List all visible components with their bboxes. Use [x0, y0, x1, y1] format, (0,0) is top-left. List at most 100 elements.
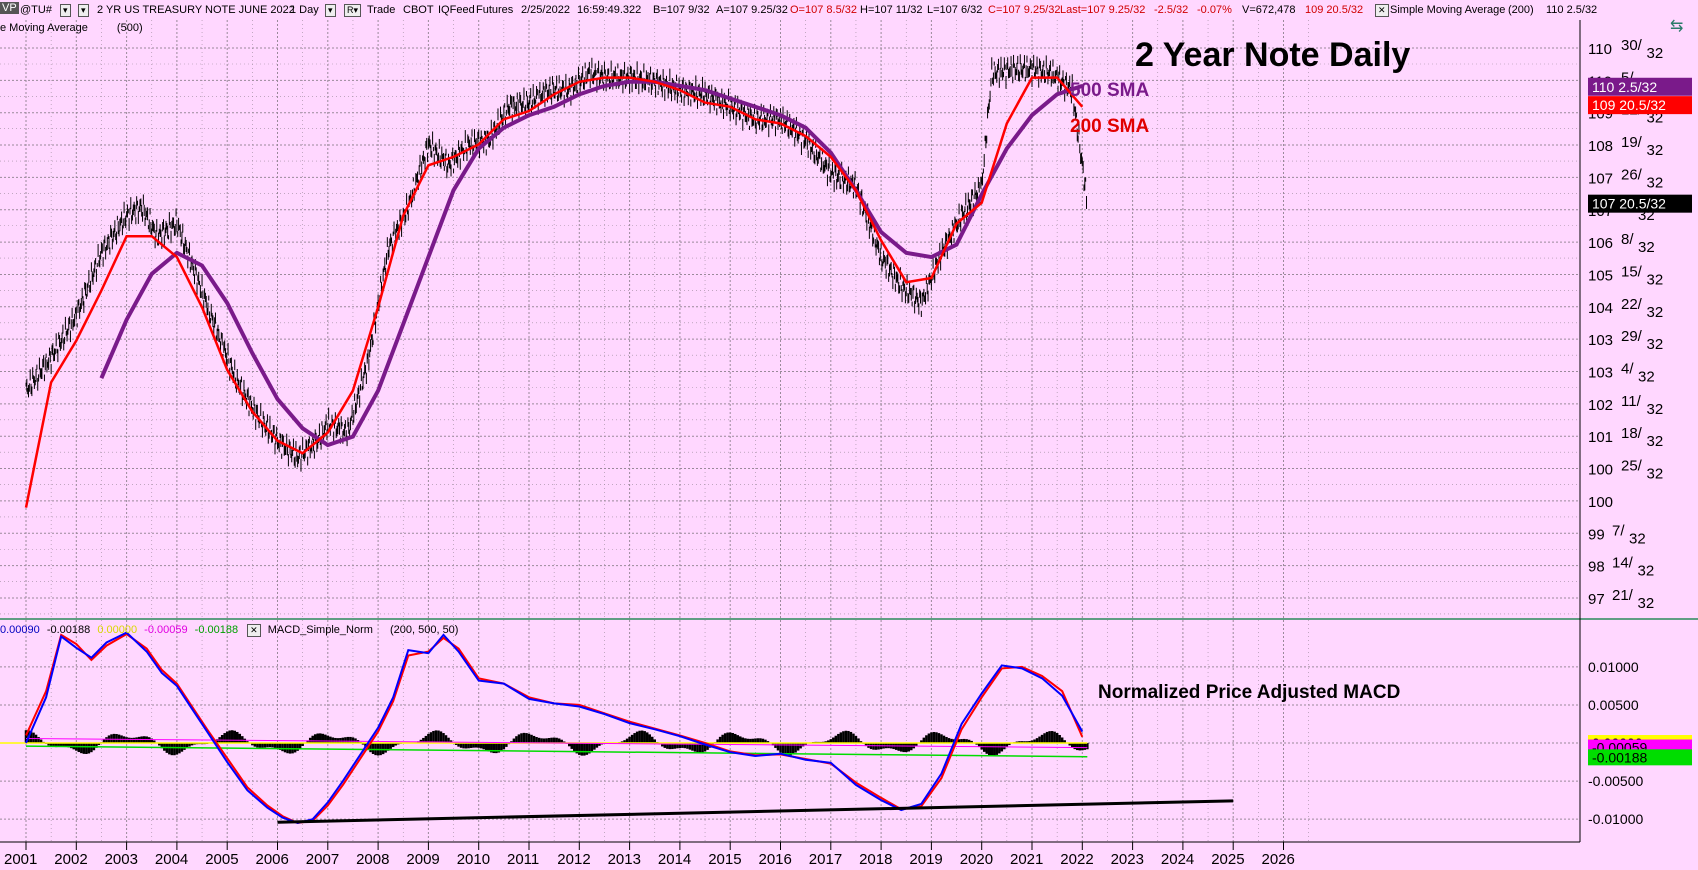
- price-tick-denominator: 32: [1638, 563, 1655, 580]
- change-label: -2.5/32: [1154, 4, 1189, 16]
- macd-title: Normalized Price Adjusted MACD: [1098, 682, 1401, 703]
- price-tick-denominator: 32: [1638, 595, 1655, 612]
- price-value-label: 107 20.5/32: [1592, 196, 1666, 212]
- price-tick-label: 105: [1588, 267, 1613, 284]
- time-axis: 2001 2002 2003 2004 2005 2006 2007 2008 2009 2010…: [4, 842, 1295, 868]
- chart-title: 2 Year Note Daily: [1135, 36, 1411, 74]
- sma500-value: 110 2.5/32: [1546, 4, 1598, 16]
- time-label: 16:59:49.322: [577, 4, 642, 16]
- close-macd-icon[interactable]: ✕: [247, 624, 261, 637]
- mode-label[interactable]: Trade: [367, 4, 396, 16]
- volume-label: V=672,478: [1242, 4, 1296, 16]
- price-tick-fraction: 30/: [1621, 37, 1643, 54]
- interval-dropdown-icon[interactable]: ▾: [78, 4, 89, 17]
- price-tick-label: 107: [1588, 170, 1613, 187]
- macd-name[interactable]: MACD_Simple_Norm: [267, 624, 373, 636]
- year-tick-label: 2012: [557, 851, 590, 868]
- low-label: L=107 6/32: [927, 4, 983, 16]
- year-tick-label: 2025: [1211, 851, 1244, 868]
- feed-label: IQFeed: [438, 4, 475, 16]
- macd-header: 0.00090 -0.00188 0.00000 -0.00059 -0.001…: [0, 624, 458, 637]
- price-value-label: 109 20.5/32: [1592, 97, 1666, 113]
- sma-label[interactable]: Simple Moving Average: [1390, 4, 1506, 16]
- panel-separator: [0, 20, 1698, 843]
- year-tick-label: 2017: [809, 851, 842, 868]
- year-tick-label: 2022: [1060, 851, 1093, 868]
- price-tick-label: 100: [1588, 462, 1613, 479]
- price-tick-label: 104: [1588, 300, 1613, 317]
- symbol-dropdown-icon[interactable]: ▾: [60, 4, 71, 17]
- sma200-line: [24, 76, 1084, 508]
- contract-title: 2 YR US TREASURY NOTE JUNE 2022: [97, 4, 295, 16]
- price-tick-label: 108: [1588, 138, 1613, 155]
- year-tick-label: 2004: [155, 851, 188, 868]
- price-value-box: [1588, 96, 1692, 115]
- year-tick-label: 2023: [1111, 851, 1144, 868]
- price-tick-denominator: 32: [1629, 530, 1646, 547]
- open-label: O=107 8.5/32: [790, 4, 857, 16]
- macd-value-box: [1588, 749, 1692, 766]
- price-tick-denominator: 32: [1647, 433, 1664, 450]
- interval-label[interactable]: 1 Day: [290, 4, 319, 16]
- year-tick-label: 2010: [457, 851, 490, 868]
- price-tick-label: 103: [1588, 365, 1613, 382]
- year-tick-label: 2018: [859, 851, 892, 868]
- price-tick-label: 110: [1588, 41, 1612, 58]
- macd-value-2: -0.00188: [46, 624, 91, 636]
- interval-menu-icon[interactable]: ▾: [325, 4, 336, 17]
- price-tick-label: 101: [1588, 429, 1613, 446]
- year-tick-label: 2014: [658, 851, 691, 868]
- year-tick-label: 2021: [1010, 851, 1043, 868]
- year-tick-label: 2011: [507, 851, 539, 868]
- toolbar: VP @TU# ▾ ▾ 2 YR US TREASURY NOTE JUNE 2…: [0, 0, 1698, 20]
- close-indicator-icon[interactable]: ✕: [1375, 4, 1389, 17]
- price-tick-denominator: 32: [1647, 142, 1664, 159]
- macd-value-1: 0.00090: [0, 624, 40, 636]
- ask-label: A=107 9.25/32: [716, 4, 788, 16]
- price-tick-denominator: 32: [1647, 466, 1664, 483]
- macd-panel: [0, 631, 1234, 825]
- year-tick-label: 2009: [406, 851, 439, 868]
- refresh-icon[interactable]: R▾: [344, 4, 362, 17]
- price-value-label: 110 2.5/32: [1592, 79, 1657, 95]
- year-tick-label: 2006: [256, 851, 289, 868]
- symbol-field[interactable]: @TU#: [20, 4, 52, 16]
- year-tick-label: 2020: [960, 851, 993, 868]
- price-tick-denominator: 32: [1647, 174, 1664, 191]
- year-tick-label: 2024: [1161, 851, 1194, 868]
- exchange-label: CBOT: [403, 4, 434, 16]
- price-tick-fraction: 21/: [1612, 587, 1634, 604]
- price-tick-denominator: 32: [1647, 336, 1664, 353]
- year-tick-label: 2016: [759, 851, 792, 868]
- vp-button[interactable]: VP: [0, 2, 19, 14]
- sma500-label: e Moving Average: [0, 22, 88, 34]
- price-tick-fraction: 11/: [1621, 393, 1642, 410]
- year-tick-label: 2026: [1262, 851, 1295, 868]
- year-tick-label: 2001: [4, 851, 37, 868]
- price-tick-denominator: 32: [1638, 239, 1655, 256]
- macd-params: (200, 500, 50): [389, 624, 459, 636]
- sma-param: (200): [1508, 4, 1534, 16]
- price-tick-fraction: 4/: [1621, 361, 1634, 378]
- green-line: [25, 745, 1088, 758]
- macd-tick-label: -0.00500: [1588, 773, 1643, 789]
- price-tick-fraction: 15/: [1621, 263, 1643, 280]
- price-tick-fraction: 26/: [1621, 166, 1643, 183]
- price-tick-fraction: 14/: [1612, 555, 1634, 572]
- year-tick-label: 2007: [306, 851, 339, 868]
- date-label: 2/25/2022: [521, 4, 570, 16]
- sma500-line: [99, 79, 1083, 448]
- gear-icon[interactable]: ⇆: [1670, 18, 1684, 35]
- price-tick-label: 98: [1588, 559, 1605, 576]
- chart-grid: [0, 20, 1580, 842]
- type-label: Futures: [476, 4, 514, 16]
- price-tick-fraction: 18/: [1621, 425, 1643, 442]
- price-tick-denominator: 32: [1647, 271, 1664, 288]
- year-tick-label: 2008: [356, 851, 389, 868]
- trend-line: [277, 799, 1234, 824]
- price-tick-label: 100: [1588, 494, 1613, 511]
- price-tick-fraction: 8/: [1621, 231, 1634, 248]
- macd-value-label: -0.00188: [1592, 749, 1647, 765]
- close-label: C=107 9.25/32: [988, 4, 1061, 16]
- year-tick-label: 2005: [205, 851, 238, 868]
